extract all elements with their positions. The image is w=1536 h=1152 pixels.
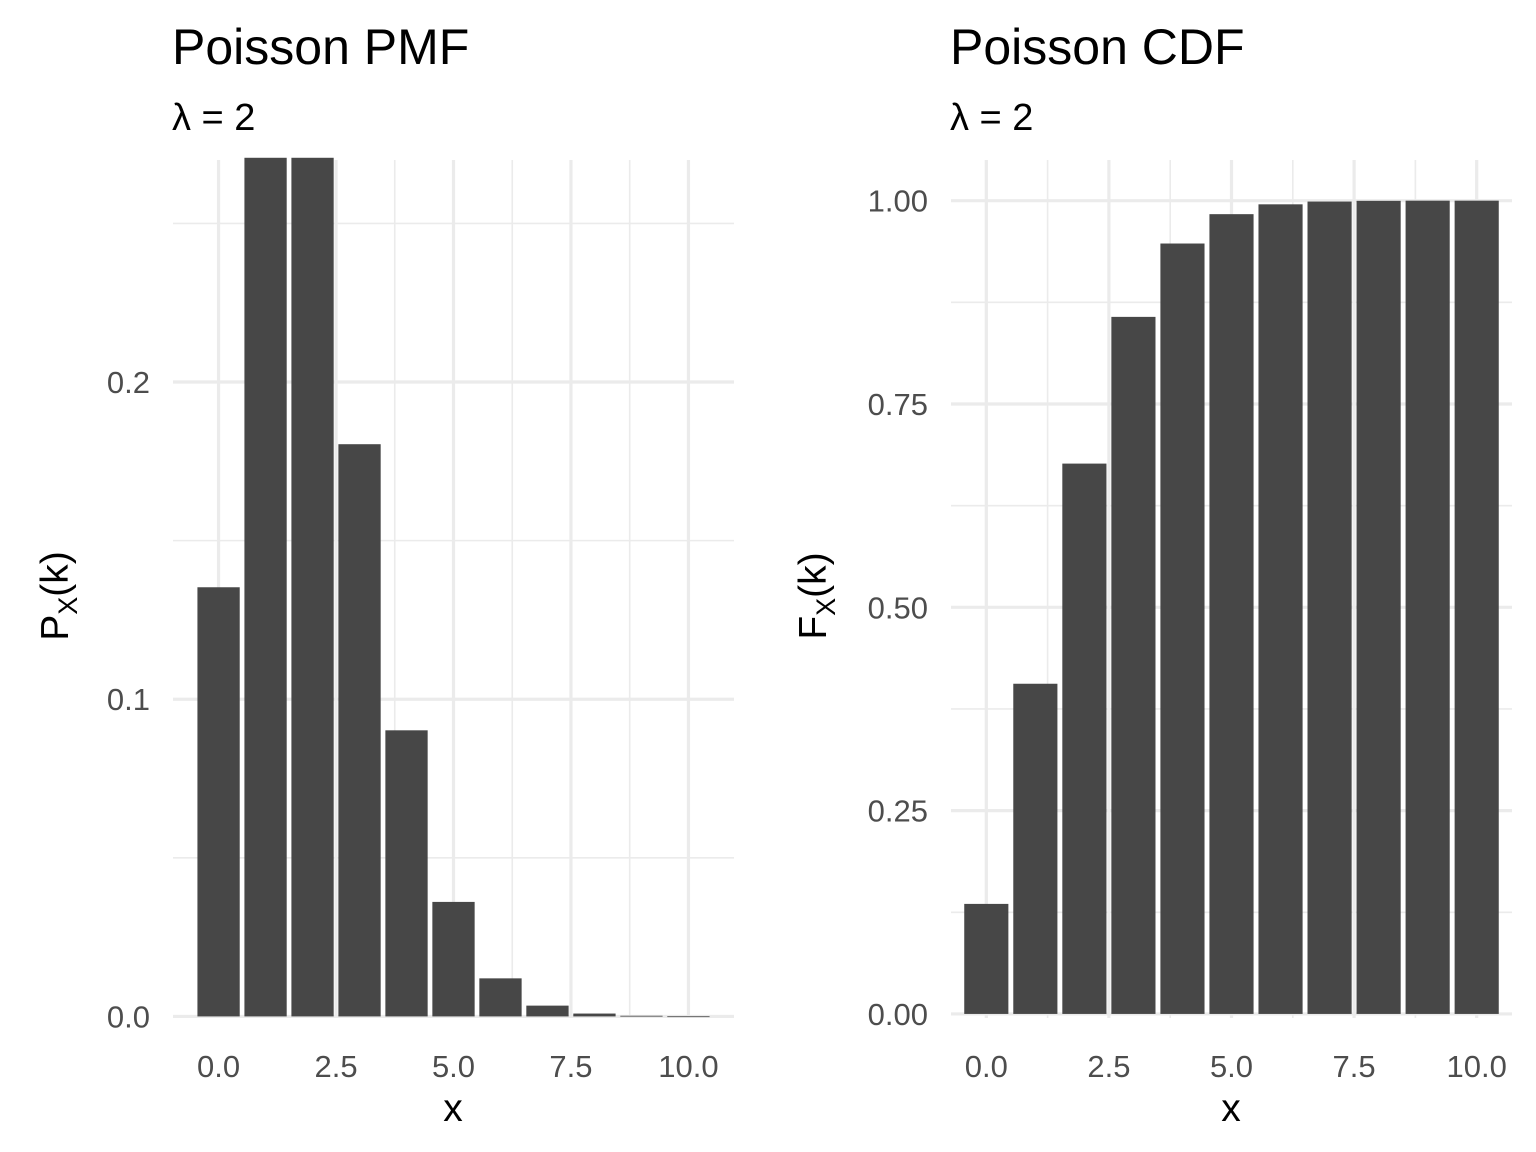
bar-x-10 xyxy=(1454,200,1499,1014)
bar-x-2 xyxy=(1062,463,1107,1014)
pmf-y-axis-label: PX(k) xyxy=(34,551,83,641)
x-tick-label: 0.0 xyxy=(965,1049,1008,1084)
pmf-bars xyxy=(197,157,710,1018)
y-tick-label: 0.50 xyxy=(868,590,928,625)
bar-x-5 xyxy=(1209,214,1254,1014)
bar-x-8 xyxy=(1356,200,1401,1014)
y-tick-label: 0.00 xyxy=(868,997,928,1032)
x-tick-label: 5.0 xyxy=(1210,1049,1253,1084)
x-tick-label: 10.0 xyxy=(1447,1049,1507,1084)
bar-x-6 xyxy=(479,978,522,1017)
cdf-lambda-symbol: λ xyxy=(950,97,969,139)
cdf-y-axis-label: FX(k) xyxy=(792,552,841,639)
pmf-subtitle: λ = 2 xyxy=(172,97,255,139)
cdf-y-tick-labels: 0.00 0.25 0.50 0.75 1.00 xyxy=(868,184,928,1032)
bar-x-7 xyxy=(526,1005,569,1017)
bar-x-3 xyxy=(338,444,381,1017)
x-tick-label: 7.5 xyxy=(1333,1049,1376,1084)
pmf-panel: Poisson PMF λ = 2 0.0 0.1 0.2 0.0 2.5 5.0 7.5… xyxy=(34,19,734,1130)
bar-x-6 xyxy=(1258,204,1303,1014)
pmf-y-tick-labels: 0.0 0.1 0.2 xyxy=(107,365,150,1034)
bar-x-0 xyxy=(964,903,1009,1014)
pmf-x-axis-label: x xyxy=(443,1087,463,1130)
x-tick-label: 0.0 xyxy=(197,1049,240,1084)
y-tick-label: 0.0 xyxy=(107,999,150,1034)
bar-x-1 xyxy=(244,157,287,1017)
x-tick-label: 2.5 xyxy=(1087,1049,1130,1084)
bar-x-2 xyxy=(291,157,334,1017)
x-tick-label: 5.0 xyxy=(432,1049,475,1084)
bar-x-4 xyxy=(385,730,428,1017)
x-tick-label: 10.0 xyxy=(658,1049,718,1084)
y-tick-label: 0.25 xyxy=(868,794,928,829)
bar-x-9 xyxy=(1405,200,1450,1014)
x-tick-label: 7.5 xyxy=(549,1049,592,1084)
pmf-lambda-symbol: λ xyxy=(172,97,191,139)
bar-x-1 xyxy=(1013,683,1058,1014)
y-tick-label: 0.1 xyxy=(107,682,150,717)
bar-x-5 xyxy=(432,901,475,1017)
cdf-title: Poisson CDF xyxy=(950,19,1245,75)
pmf-title: Poisson PMF xyxy=(172,19,469,75)
cdf-subtitle: λ = 2 xyxy=(950,97,1033,139)
cdf-panel: Poisson CDF λ = 2 0.00 0.25 0.50 0.75 1.00 0… xyxy=(792,19,1512,1130)
cdf-bars xyxy=(964,200,1499,1014)
bar-x-10 xyxy=(667,1016,710,1018)
cdf-lambda-value: = 2 xyxy=(969,97,1033,139)
bar-x-8 xyxy=(573,1013,616,1017)
bar-x-3 xyxy=(1111,316,1156,1014)
cdf-x-tick-labels: 0.0 2.5 5.0 7.5 10.0 xyxy=(965,1049,1507,1084)
cdf-x-axis-label: x xyxy=(1221,1087,1241,1130)
pmf-lambda-value: = 2 xyxy=(191,97,255,139)
y-tick-label: 1.00 xyxy=(868,184,928,219)
bar-x-7 xyxy=(1307,201,1352,1014)
y-tick-label: 0.2 xyxy=(107,365,150,400)
bar-x-9 xyxy=(620,1015,663,1017)
y-tick-label: 0.75 xyxy=(868,387,928,422)
pmf-x-tick-labels: 0.0 2.5 5.0 7.5 10.0 xyxy=(197,1049,719,1084)
bar-x-0 xyxy=(197,587,240,1017)
bar-x-4 xyxy=(1160,243,1205,1014)
x-tick-label: 2.5 xyxy=(314,1049,357,1084)
